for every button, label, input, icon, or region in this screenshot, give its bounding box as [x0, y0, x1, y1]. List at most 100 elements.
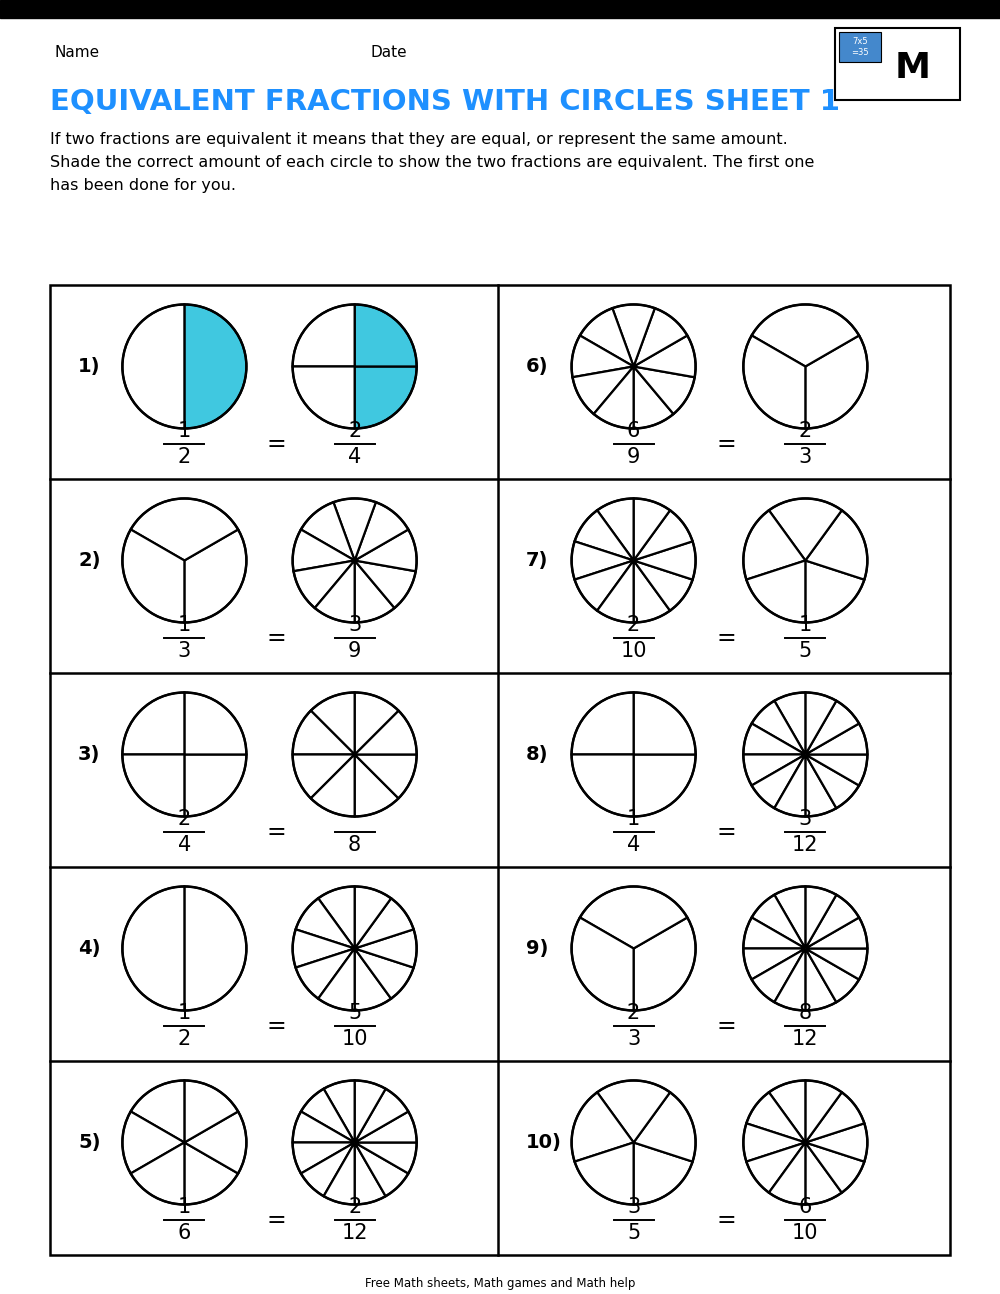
- Wedge shape: [355, 1080, 386, 1143]
- Wedge shape: [634, 754, 696, 817]
- Wedge shape: [122, 692, 184, 754]
- Text: 2): 2): [78, 551, 100, 569]
- Wedge shape: [752, 701, 805, 754]
- Wedge shape: [805, 510, 867, 580]
- Text: 2: 2: [627, 1003, 640, 1024]
- Wedge shape: [746, 560, 805, 622]
- Wedge shape: [805, 894, 859, 949]
- Wedge shape: [184, 692, 246, 754]
- Text: If two fractions are equivalent it means that they are equal, or represent the s: If two fractions are equivalent it means…: [50, 132, 788, 148]
- Wedge shape: [805, 1092, 864, 1143]
- Text: 12: 12: [341, 1223, 368, 1244]
- Wedge shape: [315, 560, 355, 622]
- Wedge shape: [752, 949, 805, 1002]
- Text: 6: 6: [178, 1223, 191, 1244]
- Wedge shape: [355, 529, 417, 571]
- Text: 10: 10: [341, 1029, 368, 1049]
- Wedge shape: [805, 335, 867, 428]
- Wedge shape: [572, 1092, 634, 1162]
- Wedge shape: [805, 1123, 867, 1162]
- Text: =: =: [266, 1209, 286, 1232]
- Text: 2: 2: [178, 1029, 191, 1049]
- Wedge shape: [634, 366, 673, 428]
- Text: Shade the correct amount of each circle to show the two fractions are equivalent: Shade the correct amount of each circle …: [50, 155, 814, 170]
- Wedge shape: [805, 949, 836, 1011]
- Text: 1: 1: [178, 1003, 191, 1024]
- Wedge shape: [805, 949, 859, 1002]
- Wedge shape: [355, 366, 417, 428]
- Text: 2: 2: [799, 421, 812, 441]
- Text: Free Math sheets, Math games and Math help: Free Math sheets, Math games and Math he…: [365, 1277, 635, 1290]
- Text: 6): 6): [526, 357, 548, 377]
- Text: 3: 3: [799, 809, 812, 829]
- Wedge shape: [752, 304, 859, 366]
- Wedge shape: [769, 1080, 805, 1143]
- Wedge shape: [572, 692, 634, 754]
- Text: 2: 2: [348, 421, 361, 441]
- Wedge shape: [805, 1143, 864, 1193]
- Wedge shape: [355, 949, 414, 999]
- Text: =: =: [716, 820, 736, 844]
- Text: =: =: [266, 1014, 286, 1038]
- Wedge shape: [634, 541, 696, 580]
- Wedge shape: [743, 917, 805, 949]
- Text: 3: 3: [799, 448, 812, 467]
- Wedge shape: [805, 1143, 842, 1205]
- Wedge shape: [805, 701, 859, 754]
- Wedge shape: [311, 754, 355, 817]
- Wedge shape: [293, 1143, 355, 1174]
- Wedge shape: [294, 560, 355, 608]
- Wedge shape: [355, 692, 398, 754]
- Wedge shape: [355, 754, 417, 798]
- Wedge shape: [296, 898, 355, 949]
- Text: Name: Name: [55, 45, 100, 60]
- Wedge shape: [805, 917, 867, 949]
- Wedge shape: [122, 1112, 184, 1174]
- Wedge shape: [355, 1143, 417, 1174]
- Wedge shape: [575, 1143, 634, 1205]
- Wedge shape: [318, 886, 355, 949]
- Text: 9: 9: [627, 448, 640, 467]
- Wedge shape: [769, 498, 842, 560]
- Wedge shape: [634, 560, 693, 611]
- Wedge shape: [131, 1080, 184, 1143]
- Text: 9: 9: [348, 641, 361, 661]
- Wedge shape: [318, 949, 355, 1011]
- Wedge shape: [184, 1080, 238, 1143]
- Text: 2: 2: [178, 809, 191, 829]
- Wedge shape: [743, 723, 805, 754]
- Text: 8): 8): [526, 745, 548, 763]
- Wedge shape: [122, 886, 184, 1011]
- Wedge shape: [324, 1080, 355, 1143]
- Wedge shape: [805, 560, 864, 622]
- Wedge shape: [184, 886, 246, 1011]
- Wedge shape: [634, 308, 687, 366]
- Text: Date: Date: [370, 45, 407, 60]
- Wedge shape: [184, 1112, 246, 1174]
- Wedge shape: [597, 560, 634, 622]
- Wedge shape: [774, 886, 805, 949]
- Wedge shape: [355, 1143, 408, 1196]
- Wedge shape: [774, 949, 805, 1011]
- Text: 1: 1: [799, 615, 812, 635]
- Wedge shape: [805, 754, 859, 809]
- Text: EQUIVALENT FRACTIONS WITH CIRCLES SHEET 1: EQUIVALENT FRACTIONS WITH CIRCLES SHEET …: [50, 88, 840, 116]
- Text: 3: 3: [178, 641, 191, 661]
- Wedge shape: [805, 886, 836, 949]
- Wedge shape: [805, 1080, 842, 1143]
- Wedge shape: [634, 1143, 693, 1205]
- Wedge shape: [769, 1143, 805, 1205]
- Wedge shape: [805, 754, 867, 785]
- Wedge shape: [355, 560, 416, 608]
- Text: 4): 4): [78, 939, 100, 958]
- Text: 4: 4: [178, 835, 191, 855]
- Text: M: M: [895, 50, 930, 84]
- Text: 5: 5: [627, 1223, 640, 1244]
- Wedge shape: [805, 949, 867, 980]
- Text: 12: 12: [792, 835, 819, 855]
- Text: =: =: [266, 626, 286, 650]
- Text: 5): 5): [78, 1134, 100, 1152]
- Text: 3): 3): [78, 745, 100, 763]
- Wedge shape: [355, 1112, 417, 1143]
- Wedge shape: [324, 1143, 355, 1205]
